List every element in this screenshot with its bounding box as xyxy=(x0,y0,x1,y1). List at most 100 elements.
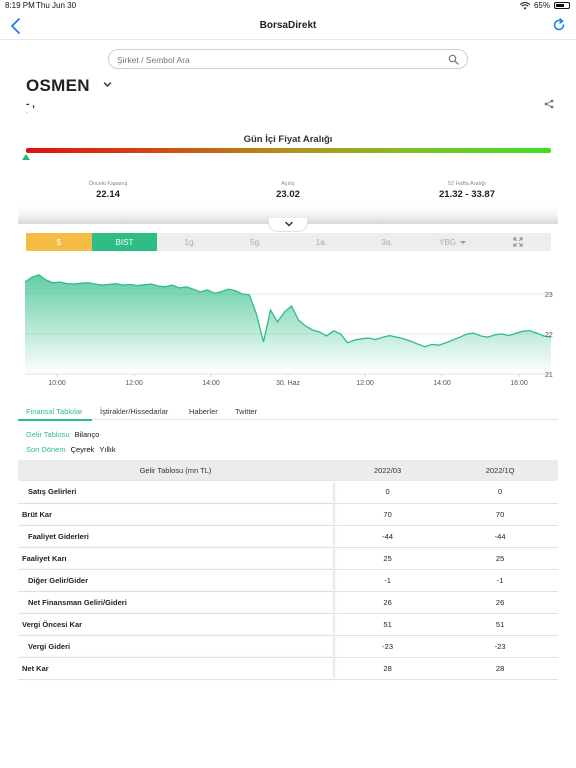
price-point xyxy=(283,311,285,313)
price-point xyxy=(178,287,180,289)
price-point xyxy=(325,335,327,337)
price-range-bar xyxy=(26,148,551,153)
price-point xyxy=(45,279,47,281)
price-point xyxy=(234,290,236,292)
chevron-left-icon[interactable] xyxy=(8,17,24,35)
price-point xyxy=(80,282,82,284)
fullscreen-button[interactable] xyxy=(485,233,551,251)
row-value-period-1: 51 xyxy=(333,613,443,636)
chevron-down-icon[interactable] xyxy=(102,79,113,90)
stock-subline: - xyxy=(26,110,28,116)
collapse-toggle[interactable] xyxy=(268,218,308,232)
price-area-fill xyxy=(25,274,551,374)
price-point xyxy=(459,336,461,338)
price-point xyxy=(508,334,510,336)
price-point xyxy=(360,338,362,340)
tab-balance-sheet[interactable]: Bilanço xyxy=(74,430,100,439)
row-label: Net Finansman Geliri/Gideri xyxy=(18,591,333,614)
range-ytd-dropdown[interactable]: YBG xyxy=(420,233,486,251)
x-tick-label: 14:00 xyxy=(202,380,220,387)
tab-quarterly[interactable]: Çeyrek xyxy=(70,445,95,454)
row-label: Net Kar xyxy=(18,657,333,680)
tab-news[interactable]: Haberler xyxy=(189,407,218,416)
price-point xyxy=(87,282,89,284)
range-1m-button[interactable]: 1a. xyxy=(315,237,327,247)
price-point xyxy=(213,292,215,294)
price-point xyxy=(445,342,447,344)
price-point xyxy=(410,340,412,342)
row-value-period-1: -23 xyxy=(333,635,443,658)
price-point xyxy=(129,283,131,285)
price-point xyxy=(381,336,383,338)
stat-label: Açılış xyxy=(281,181,295,187)
range-5d-button[interactable]: 5g. xyxy=(250,237,262,247)
table-row: Diğer Gelir/Gider -1 -1 xyxy=(18,569,558,592)
row-label: Diğer Gelir/Gider xyxy=(18,569,333,592)
price-point xyxy=(220,290,222,292)
row-label: Faaliyet Giderleri xyxy=(18,525,333,548)
table-row: Net Kar 28 28 xyxy=(18,657,558,680)
stat-value: 22.14 xyxy=(96,189,120,200)
table-header: 2022/03 xyxy=(333,460,443,481)
price-point xyxy=(480,335,482,337)
statement-type-tabs: Gelir Tablosu Bilanço xyxy=(26,430,99,439)
tab-annual[interactable]: Yıllık xyxy=(99,445,116,454)
price-point xyxy=(31,276,33,278)
table-header-row: Gelir Tablosu (mn TL) 2022/03 2022/1Q xyxy=(18,460,558,481)
row-value-period-2: 0 xyxy=(442,481,558,504)
row-value-period-1: 0 xyxy=(333,481,443,504)
section-divider xyxy=(18,206,558,224)
price-chart[interactable]: 23 22 21 10:00 12:00 14:00 30. Haz 12:00 14:00 1… xyxy=(0,262,576,392)
tab-last-period[interactable]: Son Dönem xyxy=(26,445,66,454)
row-value-period-2: 25 xyxy=(442,547,558,570)
caret-down-icon xyxy=(460,240,467,244)
table-row: Net Finansman Geliri/Gideri 26 26 xyxy=(18,591,558,614)
price-point xyxy=(367,337,369,339)
price-point xyxy=(143,284,145,286)
price-point xyxy=(515,332,517,334)
price-point xyxy=(255,313,257,315)
range-1d-button[interactable]: 1g. xyxy=(184,237,196,247)
battery-percent: 65% xyxy=(533,1,550,10)
search-icon xyxy=(448,54,459,65)
info-tabs: Finansal Tablolar İştirakler/Hissedarlar… xyxy=(18,404,558,421)
price-point xyxy=(206,289,208,291)
tab-twitter[interactable]: Twitter xyxy=(235,407,258,416)
period-tabs: Son Dönem Çeyrek Yıllık xyxy=(26,445,116,454)
status-bar: 8:19 PM Thu Jun 30 65% xyxy=(0,0,576,12)
tab-subsidiaries-shareholders[interactable]: İştirakler/Hissedarlar xyxy=(100,407,169,416)
market-bist-button[interactable]: BIST xyxy=(91,233,158,251)
x-tick-label: 12:00 xyxy=(125,380,143,387)
status-right: 65% xyxy=(519,1,570,10)
price-point xyxy=(115,282,117,284)
tab-income-statement[interactable]: Gelir Tablosu xyxy=(26,430,70,439)
row-value-period-1: 28 xyxy=(333,657,443,680)
range-3m-button[interactable]: 3a. xyxy=(381,237,393,247)
price-point xyxy=(66,282,68,284)
nav-bar: BorsaDirekt xyxy=(0,12,576,40)
price-point xyxy=(290,305,292,307)
stock-symbol[interactable]: OSMEN xyxy=(26,76,90,95)
price-point xyxy=(431,343,433,345)
price-point xyxy=(269,309,271,311)
x-tick-label: 12:00 xyxy=(356,380,374,387)
price-point xyxy=(396,336,398,338)
refresh-icon[interactable] xyxy=(552,18,566,32)
search-input[interactable]: Şirket / Sembol Ara xyxy=(108,49,468,69)
status-time: 8:19 PM xyxy=(5,1,35,10)
stat-previous-close: Önceki Kapanış 22.14 xyxy=(33,181,183,200)
tab-financial-statements[interactable]: Finansal Tablolar xyxy=(26,407,83,416)
share-icon[interactable] xyxy=(544,99,554,109)
price-point xyxy=(171,284,173,286)
price-point xyxy=(438,344,440,346)
currency-usd-button[interactable]: $ xyxy=(26,233,92,251)
price-point xyxy=(276,321,278,323)
row-label: Vergi Gideri xyxy=(18,635,333,658)
price-point xyxy=(501,333,503,335)
row-value-period-2: 51 xyxy=(442,613,558,636)
y-tick-label: 23 xyxy=(545,292,553,299)
income-statement-table: Gelir Tablosu (mn TL) 2022/03 2022/1Q Sa… xyxy=(18,460,558,680)
chart-range-selector: $ BIST 1g. 5g. 1a. 3a. YBG xyxy=(26,233,551,251)
price-point xyxy=(24,281,26,283)
row-value-period-1: 25 xyxy=(333,547,443,570)
